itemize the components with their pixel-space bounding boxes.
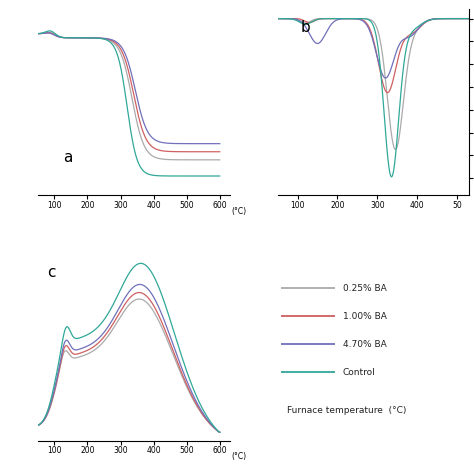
Text: Furnace temperature  (°C): Furnace temperature (°C) <box>287 406 407 415</box>
Text: 0.25% BA: 0.25% BA <box>343 284 386 293</box>
Text: (°C): (°C) <box>231 207 246 216</box>
Text: (°C): (°C) <box>231 452 246 461</box>
Text: c: c <box>47 265 56 280</box>
Text: 4.70% BA: 4.70% BA <box>343 340 386 349</box>
Text: 1.00% BA: 1.00% BA <box>343 312 387 321</box>
Text: a: a <box>63 150 72 165</box>
Text: b: b <box>301 20 310 35</box>
Text: Control: Control <box>343 367 375 376</box>
